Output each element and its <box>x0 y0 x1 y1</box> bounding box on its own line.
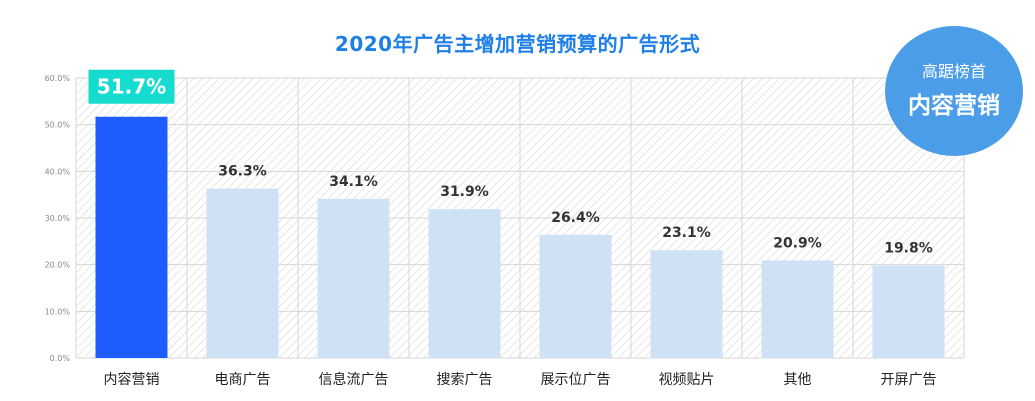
y-tick-label: 50.0% <box>45 121 71 130</box>
value-label: 36.3% <box>218 164 267 180</box>
value-label: 51.7% <box>97 75 166 99</box>
value-label: 34.1% <box>329 174 378 190</box>
bars <box>95 116 945 358</box>
x-tick-label: 内容营销 <box>104 371 160 388</box>
value-label: 26.4% <box>551 210 600 226</box>
grid-lines <box>75 77 965 359</box>
y-tick-label: 20.0% <box>45 261 71 270</box>
value-label: 31.9% <box>440 184 489 200</box>
x-tick-label: 视频贴片 <box>659 372 715 388</box>
y-tick-label: 30.0% <box>45 214 71 223</box>
y-tick-label: 10.0% <box>45 307 71 316</box>
x-tick-label: 展示位广告 <box>541 372 611 388</box>
x-tick-label: 信息流广告 <box>319 371 389 388</box>
value-labels: 51.7% 36.3% 34.1% 31.9% 26.4% 23.1% 20.9% 19.8% <box>88 69 933 257</box>
badge-title: 内容营销 <box>908 93 1000 119</box>
y-tick-label: 60.0% <box>45 74 71 83</box>
value-label: 23.1% <box>662 225 711 241</box>
x-axis-ticks: 内容营销 电商广告 信息流广告 搜索广告 展示位广告 视频贴片 其他 开屏广告 <box>104 371 937 388</box>
x-tick-label: 搜索广告 <box>437 371 493 388</box>
y-tick-label: 40.0% <box>45 167 71 176</box>
top-rank-badge: 高踞榜首 内容营销 <box>885 26 1023 156</box>
y-tick-label: 0.0% <box>50 354 71 363</box>
chart-title: 2020年广告主增加营销预算的广告形式 <box>334 32 701 56</box>
value-label: 19.8% <box>884 241 933 257</box>
value-label: 20.9% <box>773 235 822 251</box>
bar <box>761 260 834 358</box>
bar <box>650 250 723 358</box>
bar <box>206 188 279 358</box>
bar <box>872 265 945 358</box>
bar <box>317 198 390 358</box>
y-axis-ticks: 0.0% 10.0% 20.0% 30.0% 40.0% 50.0% 60.0% <box>45 74 71 363</box>
badge-subtitle: 高踞榜首 <box>921 62 986 81</box>
x-tick-label: 电商广告 <box>215 372 271 388</box>
x-tick-label: 其他 <box>784 372 812 388</box>
highlight-label-box <box>88 69 175 104</box>
bar <box>95 116 168 358</box>
x-tick-label: 开屏广告 <box>881 372 937 388</box>
bar <box>428 209 501 358</box>
bar <box>539 234 612 358</box>
